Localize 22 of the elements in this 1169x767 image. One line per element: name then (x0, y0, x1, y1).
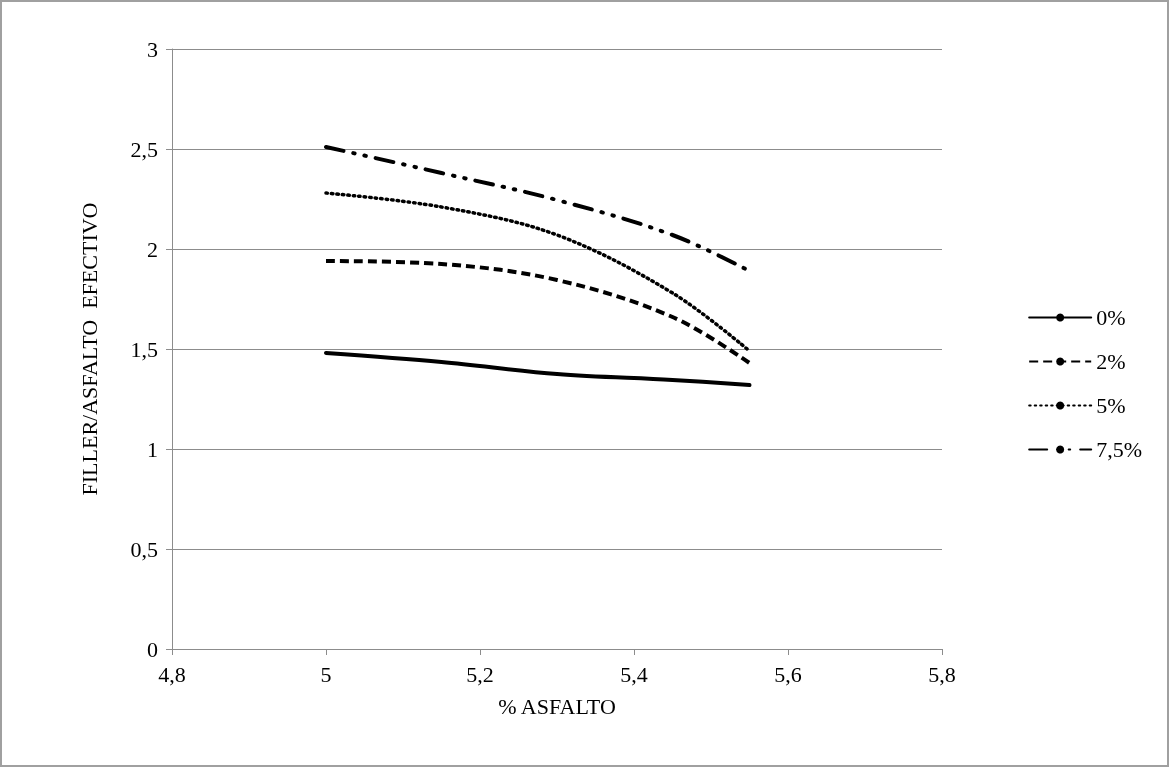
y-tick-label: 1 (147, 436, 158, 462)
y-axis-title: FILLER/ASFALTO EFECTIVO (76, 202, 102, 496)
x-tick-label: 5,4 (620, 661, 648, 687)
legend-label: 0% (1096, 305, 1126, 330)
line-series (324, 259, 752, 365)
y-tick-label: 2 (147, 236, 158, 262)
legend-label: 2% (1096, 349, 1126, 374)
y-tick-label: 0 (147, 636, 158, 662)
x-axis-title: % ASFALTO (498, 693, 616, 719)
y-tick-label: 2,5 (130, 136, 158, 162)
y-tick-label: 1,5 (130, 336, 158, 362)
x-tick-label: 5,8 (928, 661, 956, 687)
line-series (324, 191, 752, 353)
y-tick-label: 3 (147, 36, 158, 62)
legend-label: 5% (1096, 393, 1126, 418)
line-series (324, 351, 752, 387)
x-tick-label: 4,8 (158, 661, 186, 687)
legend-label: 7,5% (1096, 437, 1142, 462)
x-tick-label: 5,6 (774, 661, 802, 687)
x-tick-label: 5,2 (466, 661, 494, 687)
x-tick-label: 5 (320, 661, 332, 687)
y-tick-label: 0,5 (130, 536, 158, 562)
